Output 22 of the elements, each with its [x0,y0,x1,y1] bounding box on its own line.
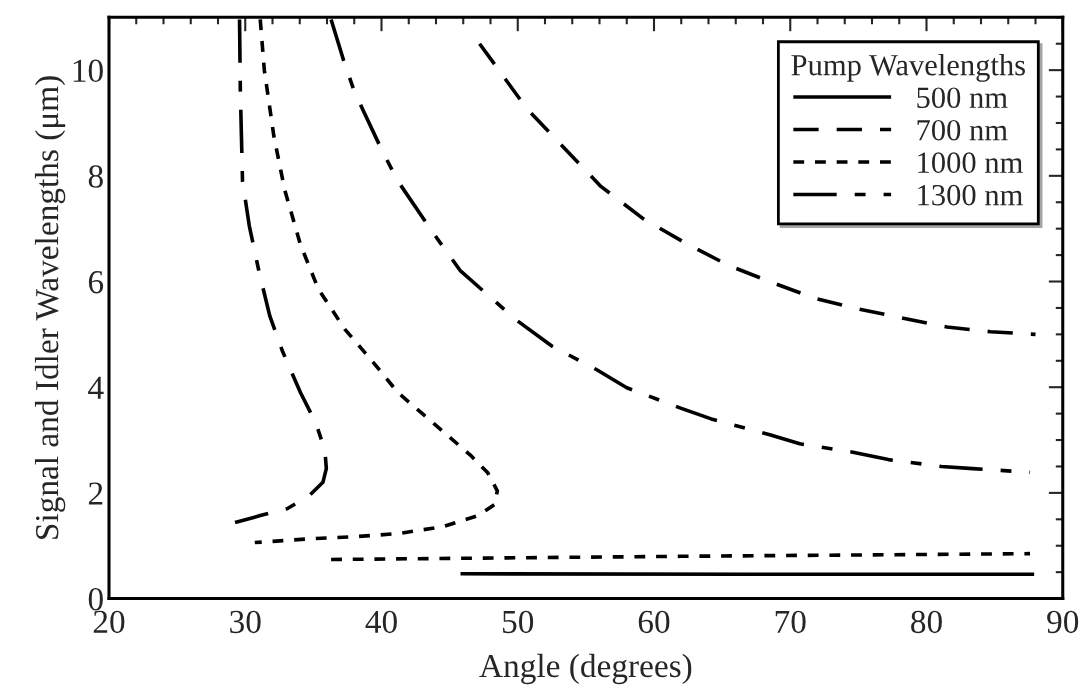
legend-label: 1300 nm [918,184,1023,206]
y-tick-label: 2 [88,482,103,505]
legend-label: 700 nm [917,119,1008,141]
line-series [477,41,1038,337]
legend-title: Pump Wavelengths [791,53,1025,82]
x-tick-label: 90 [1047,610,1079,634]
x-tick-label: 60 [638,610,670,634]
x-tick-label: 50 [503,610,534,634]
legend-label: 500 nm [917,87,1008,109]
x-tick-label: 30 [230,610,261,634]
y-tick-label: 4 [88,376,104,399]
legend-label: 1000 nm [918,152,1023,173]
x-tick-label: 40 [365,610,397,634]
y-axis-title: Signal and Idler Wavelengths (μm) [34,76,66,539]
y-tick-label: 0 [88,587,103,611]
x-axis-title: Angle (degrees) [479,653,692,685]
y-tick-label: 6 [88,271,104,294]
x-tick-label: 20 [93,610,125,634]
x-tick-label: 80 [911,610,942,634]
y-tick-label: 10 [73,59,103,83]
x-tick-label: 70 [775,610,806,634]
y-tick-label: 8 [88,165,103,188]
